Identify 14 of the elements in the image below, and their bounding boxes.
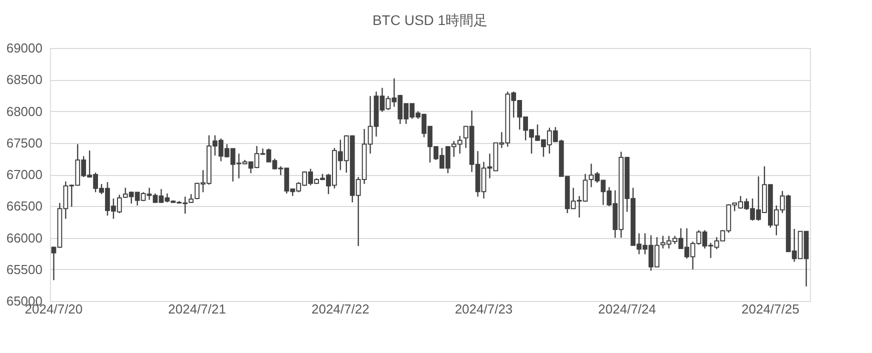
x-tick-label: 2024/7/24: [598, 302, 656, 316]
y-tick-label: 66000: [6, 230, 42, 246]
y-tick-label: 68000: [6, 104, 42, 119]
x-tick-label: 2024/7/25: [742, 302, 800, 316]
y-tick-label: 65500: [6, 262, 42, 277]
y-tick-label: 67500: [6, 135, 42, 150]
y-tick-label: 67000: [6, 167, 42, 182]
x-tick-label: 2024/7/21: [168, 302, 226, 316]
x-tick-label: 2024/7/22: [311, 302, 370, 316]
chart-title: BTC USD 1時間足: [372, 12, 488, 28]
y-tick-label: 68500: [6, 72, 42, 88]
y-tick-label: 66500: [6, 198, 42, 214]
y-tick-label: 69000: [6, 40, 42, 56]
x-tick-label: 2024/7/23: [454, 302, 513, 316]
